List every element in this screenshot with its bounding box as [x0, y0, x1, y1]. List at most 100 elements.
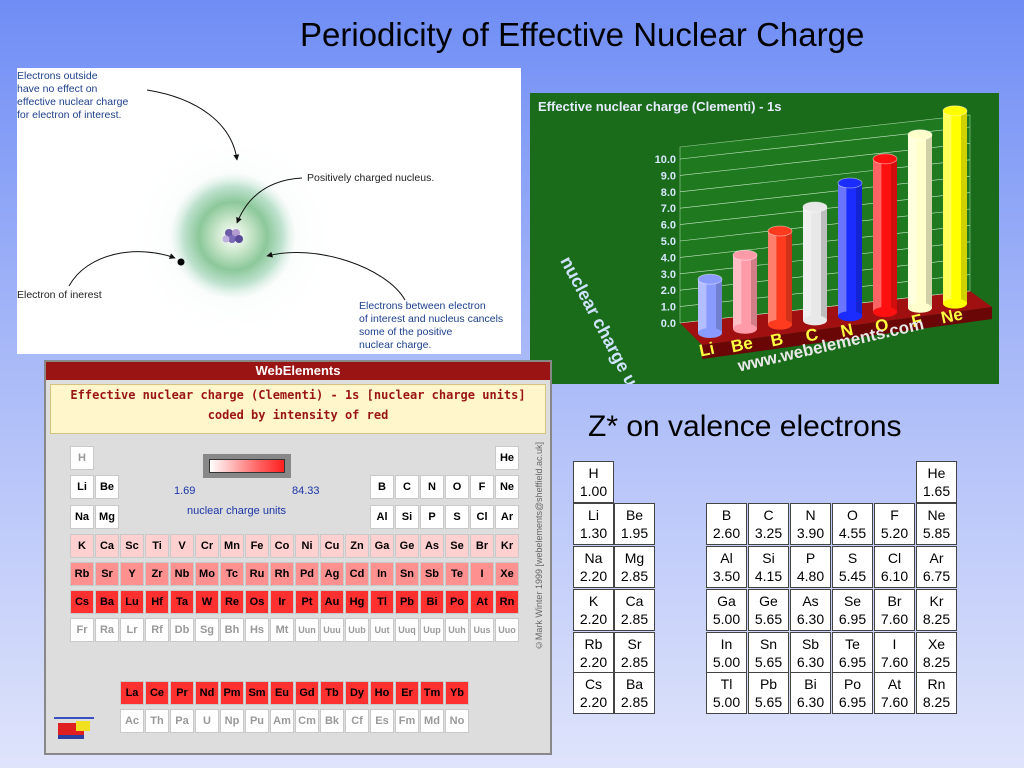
pt-element-Mo[interactable]: Mo	[195, 562, 219, 586]
pt-element-Nd[interactable]: Nd	[195, 681, 219, 705]
pt-element-Rn[interactable]: Rn	[495, 590, 519, 614]
pt-element-Cm[interactable]: Cm	[295, 709, 319, 733]
pt-element-Lr[interactable]: Lr	[120, 618, 144, 642]
pt-element-At[interactable]: At	[470, 590, 494, 614]
pt-element-P[interactable]: P	[420, 505, 444, 529]
pt-element-Uut[interactable]: Uut	[370, 618, 394, 642]
pt-element-Bi[interactable]: Bi	[420, 590, 444, 614]
pt-element-Fm[interactable]: Fm	[395, 709, 419, 733]
pt-element-Es[interactable]: Es	[370, 709, 394, 733]
pt-element-Hg[interactable]: Hg	[345, 590, 369, 614]
pt-element-Sb[interactable]: Sb	[420, 562, 444, 586]
pt-element-Ru[interactable]: Ru	[245, 562, 269, 586]
pt-element-Po[interactable]: Po	[445, 590, 469, 614]
pt-element-Bk[interactable]: Bk	[320, 709, 344, 733]
pt-element-Np[interactable]: Np	[220, 709, 244, 733]
pt-element-Sn[interactable]: Sn	[395, 562, 419, 586]
pt-element-H[interactable]: H	[70, 446, 94, 470]
pt-element-Nb[interactable]: Nb	[170, 562, 194, 586]
pt-element-He[interactable]: He	[495, 446, 519, 470]
pt-element-Tm[interactable]: Tm	[420, 681, 444, 705]
pt-element-Ne[interactable]: Ne	[495, 475, 519, 499]
pt-element-K[interactable]: K	[70, 534, 94, 558]
pt-element-Cd[interactable]: Cd	[345, 562, 369, 586]
pt-element-Cf[interactable]: Cf	[345, 709, 369, 733]
pt-element-Pt[interactable]: Pt	[295, 590, 319, 614]
pt-element-As[interactable]: As	[420, 534, 444, 558]
pt-element-Rb[interactable]: Rb	[70, 562, 94, 586]
pt-element-Uuo[interactable]: Uuo	[495, 618, 519, 642]
pt-element-Bh[interactable]: Bh	[220, 618, 244, 642]
pt-element-Ni[interactable]: Ni	[295, 534, 319, 558]
pt-element-Uun[interactable]: Uun	[295, 618, 319, 642]
pt-element-Os[interactable]: Os	[245, 590, 269, 614]
pt-element-No[interactable]: No	[445, 709, 469, 733]
pt-element-Er[interactable]: Er	[395, 681, 419, 705]
pt-element-Cl[interactable]: Cl	[470, 505, 494, 529]
pt-element-Ti[interactable]: Ti	[145, 534, 169, 558]
pt-element-Lu[interactable]: Lu	[120, 590, 144, 614]
pt-element-Ba[interactable]: Ba	[95, 590, 119, 614]
pt-element-U[interactable]: U	[195, 709, 219, 733]
pt-element-Fe[interactable]: Fe	[245, 534, 269, 558]
pt-element-Th[interactable]: Th	[145, 709, 169, 733]
pt-element-Ce[interactable]: Ce	[145, 681, 169, 705]
pt-element-Se[interactable]: Se	[445, 534, 469, 558]
pt-element-Hf[interactable]: Hf	[145, 590, 169, 614]
pt-element-Uup[interactable]: Uup	[420, 618, 444, 642]
pt-element-V[interactable]: V	[170, 534, 194, 558]
pt-element-Ir[interactable]: Ir	[270, 590, 294, 614]
pt-element-Uuq[interactable]: Uuq	[395, 618, 419, 642]
pt-element-Pu[interactable]: Pu	[245, 709, 269, 733]
pt-element-Ac[interactable]: Ac	[120, 709, 144, 733]
pt-element-Cs[interactable]: Cs	[70, 590, 94, 614]
pt-element-Rf[interactable]: Rf	[145, 618, 169, 642]
pt-element-Na[interactable]: Na	[70, 505, 94, 529]
pt-element-Tl[interactable]: Tl	[370, 590, 394, 614]
pt-element-Pr[interactable]: Pr	[170, 681, 194, 705]
pt-element-Sc[interactable]: Sc	[120, 534, 144, 558]
pt-element-Ag[interactable]: Ag	[320, 562, 344, 586]
pt-element-Kr[interactable]: Kr	[495, 534, 519, 558]
pt-element-Rh[interactable]: Rh	[270, 562, 294, 586]
pt-element-I[interactable]: I	[470, 562, 494, 586]
pt-element-Md[interactable]: Md	[420, 709, 444, 733]
pt-element-Ar[interactable]: Ar	[495, 505, 519, 529]
pt-element-Al[interactable]: Al	[370, 505, 394, 529]
pt-element-Ho[interactable]: Ho	[370, 681, 394, 705]
pt-element-C[interactable]: C	[395, 475, 419, 499]
pt-element-Mt[interactable]: Mt	[270, 618, 294, 642]
pt-element-S[interactable]: S	[445, 505, 469, 529]
pt-element-Ra[interactable]: Ra	[95, 618, 119, 642]
pt-element-Uub[interactable]: Uub	[345, 618, 369, 642]
pt-element-Xe[interactable]: Xe	[495, 562, 519, 586]
pt-element-Co[interactable]: Co	[270, 534, 294, 558]
pt-element-Sr[interactable]: Sr	[95, 562, 119, 586]
pt-element-Sg[interactable]: Sg	[195, 618, 219, 642]
pt-element-Si[interactable]: Si	[395, 505, 419, 529]
pt-element-Zn[interactable]: Zn	[345, 534, 369, 558]
pt-element-Hs[interactable]: Hs	[245, 618, 269, 642]
pt-element-Re[interactable]: Re	[220, 590, 244, 614]
pt-element-Ge[interactable]: Ge	[395, 534, 419, 558]
pt-element-Au[interactable]: Au	[320, 590, 344, 614]
pt-element-Ga[interactable]: Ga	[370, 534, 394, 558]
pt-element-Cu[interactable]: Cu	[320, 534, 344, 558]
pt-element-Br[interactable]: Br	[470, 534, 494, 558]
pt-element-Be[interactable]: Be	[95, 475, 119, 499]
pt-element-Cr[interactable]: Cr	[195, 534, 219, 558]
pt-element-Fr[interactable]: Fr	[70, 618, 94, 642]
pt-element-Dy[interactable]: Dy	[345, 681, 369, 705]
pt-element-F[interactable]: F	[470, 475, 494, 499]
pt-element-Zr[interactable]: Zr	[145, 562, 169, 586]
pt-element-Pd[interactable]: Pd	[295, 562, 319, 586]
pt-element-Db[interactable]: Db	[170, 618, 194, 642]
pt-element-Sm[interactable]: Sm	[245, 681, 269, 705]
pt-element-Mn[interactable]: Mn	[220, 534, 244, 558]
pt-element-Mg[interactable]: Mg	[95, 505, 119, 529]
pt-element-Uus[interactable]: Uus	[470, 618, 494, 642]
pt-element-Pb[interactable]: Pb	[395, 590, 419, 614]
pt-element-Yb[interactable]: Yb	[445, 681, 469, 705]
pt-element-Gd[interactable]: Gd	[295, 681, 319, 705]
pt-element-Pa[interactable]: Pa	[170, 709, 194, 733]
